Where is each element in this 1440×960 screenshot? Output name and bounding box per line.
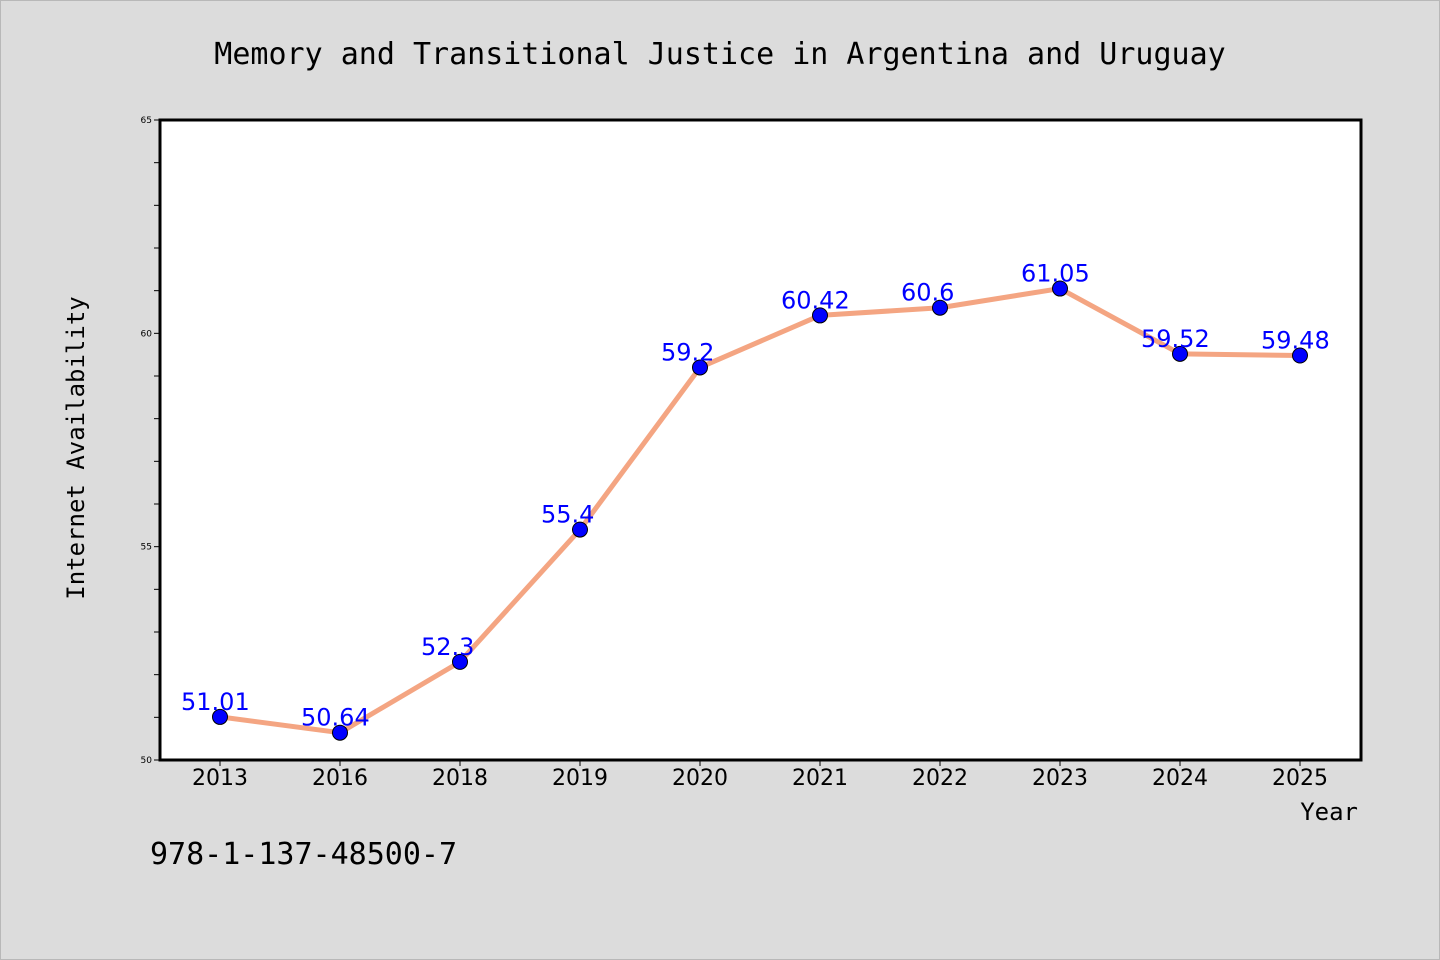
x-tick-label: 2013 (192, 766, 248, 791)
y-tick-label: 55 (141, 543, 152, 553)
x-axis: 2013 2016 2018 2019 2020 2021 2022 2023 2024 2025 (192, 760, 1328, 791)
data-label: 60.6 (901, 279, 954, 307)
y-tick-label: 60 (141, 329, 153, 339)
data-point (1052, 280, 1068, 297)
data-point (332, 724, 348, 741)
series-layer: 51.01 50.64 52.3 55.4 59.2 60.42 60.6 61.05 59.5… (181, 260, 1330, 741)
x-tick-label: 2019 (552, 766, 608, 791)
plot-area (158, 118, 1363, 762)
x-tick-label: 2024 (1152, 766, 1208, 791)
data-point (1292, 347, 1308, 364)
x-tick-label: 2020 (672, 766, 728, 791)
data-point (212, 708, 228, 725)
data-label: 60.42 (781, 286, 850, 314)
data-point (452, 653, 468, 670)
x-tick-label: 2025 (1272, 766, 1328, 791)
x-tick-label: 2021 (792, 766, 848, 791)
chart-title: Memory and Transitional Justice in Argen… (214, 37, 1225, 72)
y-axis: 50 55 60 65 (141, 116, 160, 766)
data-label: 51.01 (181, 688, 250, 716)
y-tick-label: 65 (141, 116, 152, 126)
data-point (1172, 345, 1188, 362)
y-axis-label: Internet Availability (62, 296, 90, 599)
data-point (692, 359, 708, 376)
x-tick-label: 2018 (432, 766, 488, 791)
data-label: 59.52 (1141, 325, 1210, 353)
x-tick-label: 2016 (312, 766, 368, 791)
data-point (812, 307, 828, 324)
y-tick-label: 50 (141, 756, 153, 766)
data-label: 55.4 (541, 501, 594, 529)
data-label: 59.2 (661, 338, 714, 366)
series-line (217, 286, 1303, 736)
data-point (572, 521, 588, 538)
x-axis-label: Year (1300, 798, 1358, 826)
data-label: 52.3 (421, 633, 474, 661)
footnote-isbn: 978-1-137-48500-7 (150, 837, 457, 872)
data-point (932, 299, 948, 316)
x-tick-label: 2023 (1032, 766, 1088, 791)
x-tick-label: 2022 (912, 766, 968, 791)
data-label: 61.05 (1021, 260, 1090, 288)
data-label: 50.64 (301, 704, 370, 732)
data-label: 59.48 (1261, 327, 1330, 355)
